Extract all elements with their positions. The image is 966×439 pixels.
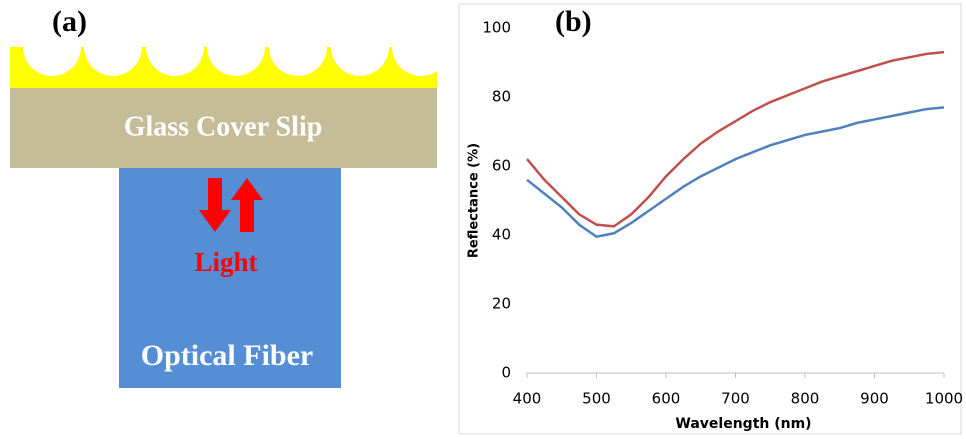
x-tick-label: 1000 xyxy=(925,390,963,408)
y-tick-label: 0 xyxy=(501,364,511,382)
fiber-label: Optical Fiber xyxy=(141,339,313,372)
y-tick-label: 80 xyxy=(492,88,511,106)
x-tick-label: 400 xyxy=(513,390,542,408)
chart-frame xyxy=(458,3,962,435)
panel-label: (a) xyxy=(52,5,87,38)
glass-slip xyxy=(10,88,437,168)
y-tick-label: 20 xyxy=(492,295,511,313)
x-tick-label: 600 xyxy=(652,390,681,408)
x-axis-label: Wavelength (nm) xyxy=(675,416,811,432)
slip-label: Glass Cover Slip xyxy=(124,111,323,142)
y-tick-label: 60 xyxy=(492,157,511,175)
y-tick-label: 40 xyxy=(492,226,511,244)
x-tick-label: 800 xyxy=(791,390,820,408)
data-line xyxy=(526,106,945,239)
x-tick-label: 500 xyxy=(582,390,611,408)
panel-label: (b) xyxy=(555,5,592,38)
arrow-down xyxy=(199,178,231,232)
optical-fiber xyxy=(119,168,341,388)
x-tick-label: 900 xyxy=(860,390,889,408)
data-line xyxy=(526,50,945,228)
x-tick-label: 700 xyxy=(721,390,750,408)
y-axis-label: Reflectance (%) xyxy=(467,143,482,258)
arrow-up xyxy=(231,178,263,232)
chart: (b) 0 20 40 60 80 100 400 500 600 700 800 900 1000 Wa… xyxy=(467,5,964,432)
diagram: (a) Glass Cover Slip Light Optical Fiber xyxy=(10,0,450,388)
light-label: Light xyxy=(194,247,257,277)
y-tick-label: 100 xyxy=(482,19,511,37)
